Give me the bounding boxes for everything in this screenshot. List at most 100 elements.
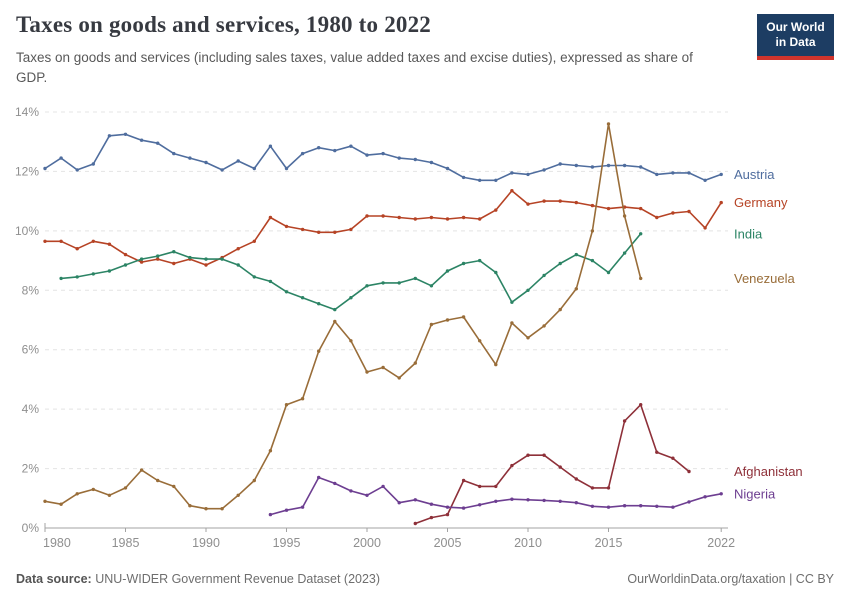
data-point-india-1985: [123, 263, 128, 267]
data-point-nigeria-2003: [413, 498, 417, 502]
data-point-austria-2007: [478, 178, 482, 182]
data-point-germany-1994: [268, 215, 273, 220]
data-point-nigeria-2022: [719, 492, 723, 496]
data-point-afghanistan-2008: [494, 484, 498, 489]
data-point-nigeria-1994: [268, 512, 273, 517]
owid-citation-link[interactable]: OurWorldinData.org/taxation: [627, 572, 786, 586]
data-point-austria-1994: [268, 144, 273, 148]
data-point-germany-1990: [204, 263, 208, 267]
data-point-germany-1998: [333, 230, 337, 234]
data-point-venezuela-2001: [381, 365, 385, 370]
owid-logo[interactable]: Our World in Data: [757, 14, 834, 60]
data-point-india-2008: [494, 270, 498, 275]
data-point-austria-1989: [188, 156, 192, 160]
data-point-austria-2019: [671, 171, 675, 175]
data-point-afghanistan-2019: [671, 456, 675, 460]
y-tick-label-12: 12%: [15, 164, 39, 178]
data-point-india-1996: [300, 296, 305, 300]
data-point-venezuela-1990: [204, 507, 208, 511]
data-point-afghanistan-2013: [574, 477, 578, 481]
data-point-nigeria-1998: [333, 481, 337, 486]
data-point-india-2004: [429, 284, 434, 288]
data-point-austria-1996: [300, 151, 305, 156]
data-point-austria-2001: [381, 151, 385, 156]
data-point-venezuela-2007: [478, 339, 482, 343]
data-point-austria-1997: [317, 146, 321, 150]
owid-logo-box: Our World in Data: [757, 14, 834, 60]
data-point-india-2001: [381, 281, 385, 285]
series-label-venezuela[interactable]: Venezuela: [734, 271, 795, 286]
data-point-germany-2017: [639, 206, 643, 211]
data-point-germany-2009: [510, 189, 514, 193]
data-point-nigeria-2016: [622, 504, 627, 508]
data-point-india-1999: [349, 296, 353, 300]
data-point-afghanistan-2009: [510, 463, 514, 468]
data-point-germany-1987: [156, 257, 160, 261]
data-point-afghanistan-2007: [478, 484, 482, 489]
data-point-india-2002: [397, 281, 401, 285]
data-point-afghanistan-2005: [445, 512, 450, 517]
y-tick-label-0: 0%: [22, 521, 40, 535]
data-point-austria-1988: [172, 151, 176, 156]
data-point-germany-2007: [478, 217, 482, 221]
data-point-nigeria-2017: [639, 504, 643, 508]
series-label-germany[interactable]: Germany: [734, 195, 788, 210]
data-point-india-1997: [317, 302, 321, 306]
data-point-venezuela-1989: [188, 504, 192, 508]
y-tick-label-4: 4%: [22, 402, 40, 416]
data-point-germany-1981: [59, 239, 63, 243]
data-point-germany-2011: [542, 199, 546, 203]
series-label-austria[interactable]: Austria: [734, 167, 775, 182]
data-point-india-2007: [478, 258, 482, 263]
data-point-germany-1984: [107, 242, 112, 246]
data-point-nigeria-2010: [526, 498, 530, 502]
citation: OurWorldinData.org/taxation | CC BY: [627, 572, 834, 586]
data-point-nigeria-2013: [574, 501, 578, 505]
data-point-india-1982: [75, 275, 79, 279]
data-point-india-2012: [558, 261, 562, 266]
data-point-india-2013: [574, 252, 578, 257]
data-point-germany-2005: [445, 217, 450, 221]
data-source-note: Data source: UNU-WIDER Government Revenu…: [16, 572, 380, 586]
data-point-nigeria-1996: [300, 505, 305, 509]
data-point-germany-1992: [236, 247, 240, 251]
data-point-venezuela-2002: [397, 376, 401, 380]
data-point-germany-1997: [317, 230, 321, 234]
series-label-nigeria[interactable]: Nigeria: [734, 486, 776, 501]
data-point-austria-2018: [655, 172, 659, 177]
series-label-afghanistan[interactable]: Afghanistan: [734, 464, 803, 479]
y-tick-label-6: 6%: [22, 343, 40, 357]
data-point-nigeria-2001: [381, 484, 385, 489]
data-point-india-2003: [413, 276, 417, 281]
data-point-venezuela-2000: [365, 370, 369, 374]
x-tick-label-1985: 1985: [112, 536, 140, 550]
data-point-austria-2004: [429, 160, 434, 165]
data-point-afghanistan-2012: [558, 465, 562, 469]
chart-footer: Data source: UNU-WIDER Government Revenu…: [16, 572, 834, 586]
data-point-nigeria-1999: [349, 489, 353, 493]
data-point-india-1992: [236, 263, 240, 267]
data-point-afghanistan-2017: [639, 403, 643, 407]
data-point-austria-1986: [139, 138, 144, 142]
data-point-austria-1987: [156, 141, 160, 145]
data-point-nigeria-2014: [590, 504, 595, 508]
data-point-austria-2022: [719, 172, 723, 177]
y-tick-label-14: 14%: [15, 105, 39, 119]
data-point-india-2009: [510, 300, 514, 304]
data-point-nigeria-2018: [655, 504, 659, 508]
data-point-austria-1999: [349, 144, 353, 148]
data-point-austria-1992: [236, 159, 240, 163]
data-source-label: Data source:: [16, 572, 92, 586]
data-point-venezuela-2013: [574, 287, 578, 291]
data-point-germany-1986: [139, 260, 144, 264]
data-point-venezuela-2016: [622, 214, 627, 218]
data-point-venezuela-1996: [300, 397, 305, 401]
data-point-nigeria-2015: [606, 505, 611, 509]
x-tick-label-2000: 2000: [353, 536, 381, 550]
data-point-austria-2011: [542, 168, 546, 172]
data-point-germany-1982: [75, 247, 79, 251]
series-label-india[interactable]: India: [734, 226, 763, 241]
data-point-austria-2000: [365, 153, 369, 157]
